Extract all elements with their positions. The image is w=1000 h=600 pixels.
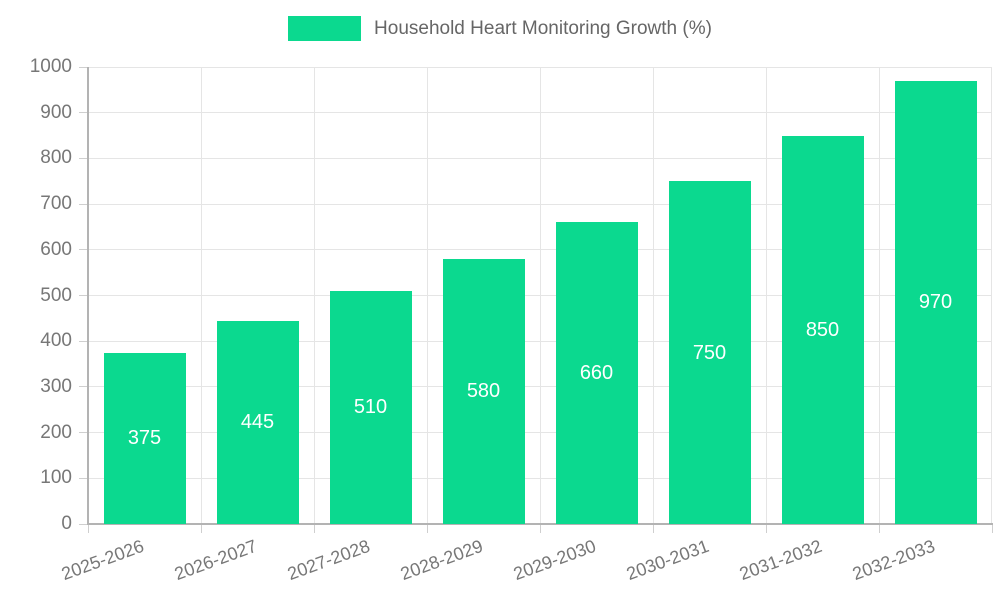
legend-label: Household Heart Monitoring Growth (%) bbox=[374, 17, 712, 39]
bar-value-label: 660 bbox=[579, 362, 614, 385]
x-axis-tick-mark bbox=[992, 524, 993, 533]
bar: 850 bbox=[781, 135, 864, 524]
bar: 750 bbox=[668, 181, 751, 524]
v-gridline bbox=[201, 67, 202, 524]
x-tick-label: 2032-2033 bbox=[696, 534, 938, 584]
x-axis-tick-mark bbox=[427, 524, 428, 533]
x-axis-tick-mark bbox=[653, 524, 654, 533]
x-axis-tick-mark bbox=[879, 524, 880, 533]
x-axis-tick-mark bbox=[88, 524, 89, 533]
y-tick-label: 700 bbox=[40, 193, 72, 215]
legend-swatch-icon bbox=[288, 16, 362, 41]
bar-value-label: 750 bbox=[692, 341, 727, 364]
y-tick-label: 400 bbox=[40, 330, 72, 352]
y-tick-label: 300 bbox=[40, 375, 72, 397]
y-tick-label: 200 bbox=[40, 421, 72, 443]
x-axis-tick-mark bbox=[766, 524, 767, 533]
y-tick-label: 800 bbox=[40, 147, 72, 169]
y-axis-tick-mark bbox=[79, 523, 88, 525]
y-axis-tick-mark bbox=[79, 157, 88, 159]
x-axis-line bbox=[87, 523, 993, 525]
legend-item[interactable]: Household Heart Monitoring Growth (%) bbox=[0, 16, 1000, 41]
y-axis-tick-mark bbox=[79, 295, 88, 296]
bar: 970 bbox=[894, 80, 977, 524]
y-tick-label: 100 bbox=[40, 467, 72, 489]
v-gridline bbox=[427, 67, 428, 524]
bar: 580 bbox=[442, 258, 525, 524]
bar-value-label: 580 bbox=[466, 380, 501, 403]
bar: 445 bbox=[216, 320, 299, 524]
y-axis-tick-mark bbox=[79, 340, 88, 342]
v-gridline bbox=[314, 67, 315, 524]
y-tick-label: 1000 bbox=[29, 56, 72, 77]
v-gridline bbox=[766, 67, 767, 524]
v-gridline bbox=[991, 67, 992, 524]
y-axis-tick-mark bbox=[79, 432, 88, 434]
x-axis-tick-mark bbox=[201, 524, 202, 533]
bar: 660 bbox=[555, 222, 638, 524]
y-axis-tick-mark bbox=[79, 477, 88, 479]
y-tick-label: 900 bbox=[40, 101, 72, 123]
y-tick-label: 0 bbox=[61, 513, 72, 534]
y-tick-label: 500 bbox=[40, 284, 72, 306]
bar-value-label: 970 bbox=[918, 291, 953, 314]
bar: 375 bbox=[103, 352, 186, 524]
x-axis-tick-mark bbox=[314, 524, 315, 533]
y-axis-tick-mark bbox=[79, 112, 88, 114]
y-tick-label: 600 bbox=[40, 238, 72, 260]
y-axis-line bbox=[87, 67, 89, 524]
y-axis-tick-mark bbox=[79, 66, 88, 68]
bar-value-label: 375 bbox=[127, 427, 162, 450]
x-tick-label-text: 2032-2033 bbox=[850, 535, 938, 585]
bar: 510 bbox=[329, 290, 412, 524]
v-gridline bbox=[879, 67, 880, 524]
v-gridline bbox=[540, 67, 541, 524]
bar-value-label: 850 bbox=[805, 318, 840, 341]
v-gridline bbox=[653, 67, 654, 524]
x-axis-tick-mark bbox=[540, 524, 541, 533]
y-axis-tick-mark bbox=[79, 386, 88, 388]
bar-value-label: 510 bbox=[353, 396, 388, 419]
bar-value-label: 445 bbox=[240, 411, 275, 434]
y-axis-tick-mark bbox=[79, 203, 88, 205]
y-axis-tick-mark bbox=[79, 249, 88, 251]
